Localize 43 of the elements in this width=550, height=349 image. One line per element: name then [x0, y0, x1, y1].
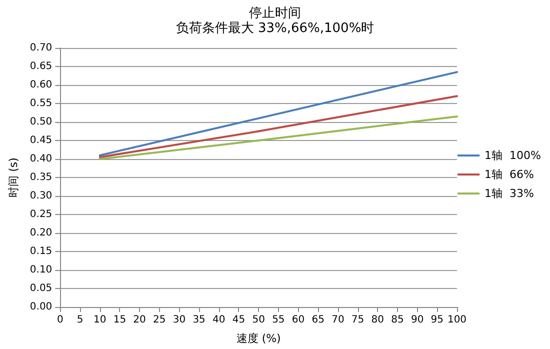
y-tick-label: 0.50	[30, 116, 52, 128]
legend-label: 1轴 33%	[484, 187, 534, 200]
y-tick-label: 0.20	[30, 228, 52, 238]
x-tick-label: 55	[272, 314, 285, 326]
y-tick-label: 0.10	[30, 264, 52, 276]
y-tick-label: 0.05	[30, 283, 52, 294]
y-tick-label: 0.15	[30, 246, 52, 257]
x-tick-label: 35	[192, 314, 206, 326]
x-tick-label: 50	[252, 314, 265, 326]
legend-label: 1轴 66%	[484, 168, 534, 181]
x-tick-label: 90	[410, 314, 424, 326]
y-tick-label: 0.30	[30, 190, 52, 202]
legend-label: 1轴 100%	[484, 149, 542, 162]
y-tick-label: 0.35	[30, 172, 52, 183]
x-tick-label: 30	[172, 314, 186, 326]
x-tick-label: 75	[351, 314, 364, 326]
x-tick-label: 10	[93, 314, 106, 326]
x-tick-label: 95	[430, 314, 444, 326]
x-tick-label: 40	[212, 314, 226, 326]
x-tick-label: 60	[292, 314, 305, 326]
x-tick-label: 15	[113, 314, 126, 326]
x-tick-label: 45	[232, 314, 246, 326]
x-tick-label: 85	[391, 314, 404, 326]
y-tick-label: 0.60	[30, 80, 52, 90]
x-tick-label: 100	[447, 314, 467, 326]
x-tick-label: 20	[133, 314, 146, 326]
x-tick-label: 70	[332, 314, 344, 326]
y-tick-label: 0.55	[30, 98, 52, 109]
y-tick-label: 0.65	[30, 61, 52, 72]
chart-title: 停止时间	[249, 6, 301, 21]
x-tick-label: 25	[153, 314, 166, 326]
x-axis-title: 速度 (%)	[236, 332, 281, 345]
y-tick-label: 0.70	[30, 42, 52, 54]
y-tick-label: 0.40	[30, 154, 52, 164]
x-tick-label: 0	[56, 314, 64, 326]
y-axis-title: 时间 (s)	[7, 158, 20, 198]
x-tick-label: 65	[312, 314, 324, 326]
chart-subtitle: 负荷条件最大 33%,66%,100%时	[176, 21, 374, 36]
x-tick-label: 5	[76, 314, 84, 326]
x-tick-label: 80	[371, 314, 384, 326]
y-tick-label: 0.25	[30, 209, 52, 220]
y-tick-label: 0.00	[30, 302, 52, 312]
y-tick-label: 0.45	[30, 135, 52, 146]
